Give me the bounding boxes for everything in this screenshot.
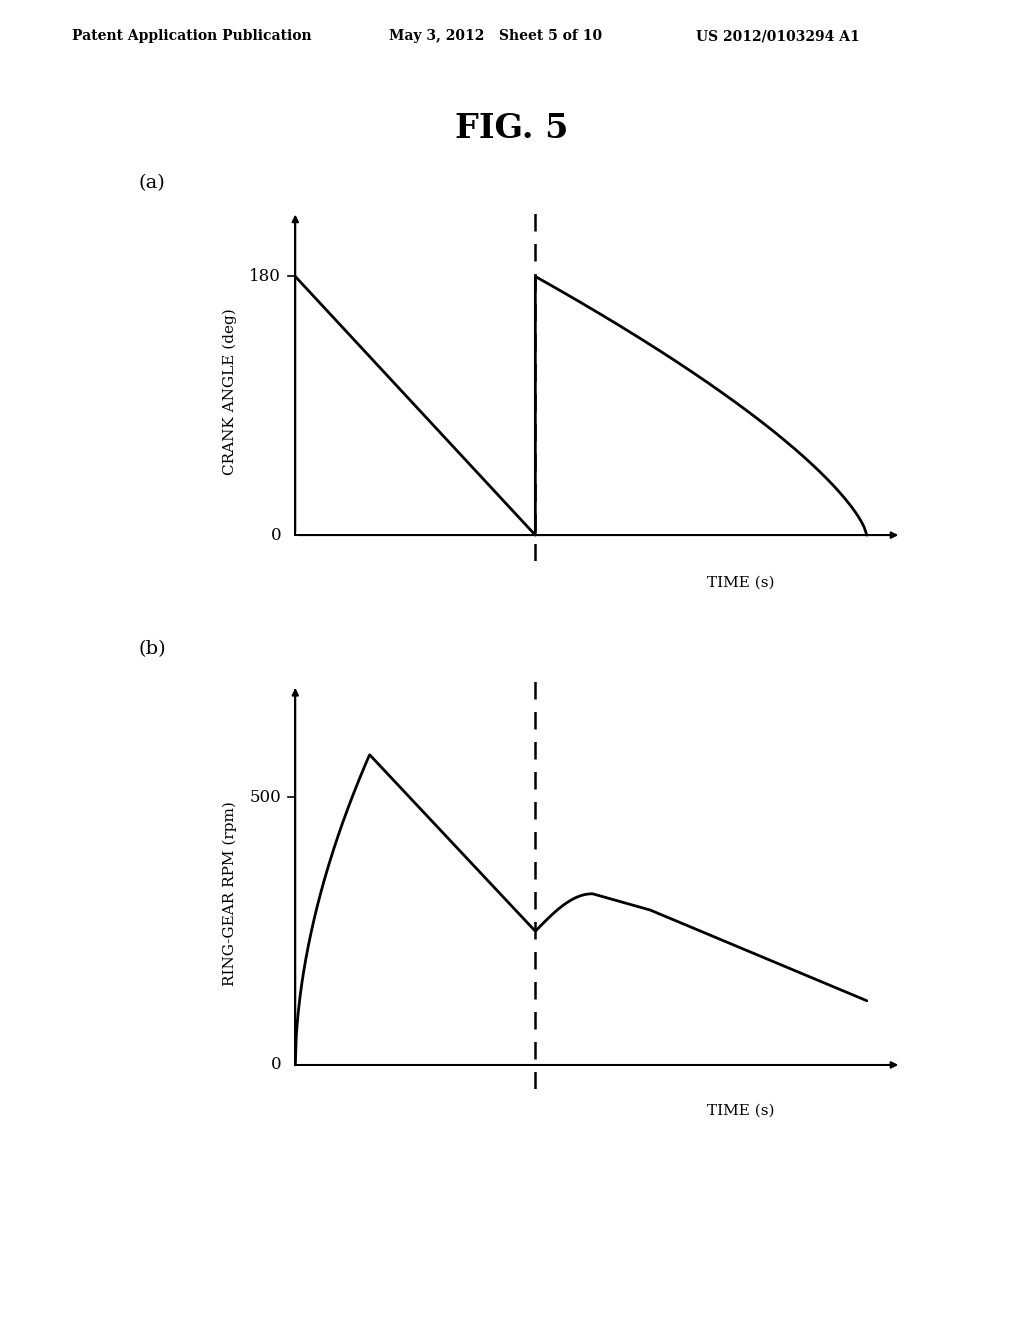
Text: TIME (s): TIME (s): [708, 1104, 775, 1118]
Text: CRANK ANGLE (deg): CRANK ANGLE (deg): [222, 308, 237, 475]
Text: 0: 0: [270, 527, 281, 544]
Text: US 2012/0103294 A1: US 2012/0103294 A1: [696, 29, 860, 44]
Text: 500: 500: [249, 789, 281, 807]
Text: May 3, 2012   Sheet 5 of 10: May 3, 2012 Sheet 5 of 10: [389, 29, 602, 44]
Text: Patent Application Publication: Patent Application Publication: [72, 29, 311, 44]
Text: TIME (s): TIME (s): [708, 576, 775, 589]
Text: (a): (a): [138, 174, 165, 193]
Text: (b): (b): [138, 640, 166, 659]
Text: 180: 180: [249, 268, 281, 285]
Text: FIG. 5: FIG. 5: [456, 112, 568, 145]
Text: RING-GEAR RPM (rpm): RING-GEAR RPM (rpm): [222, 801, 237, 986]
Text: 0: 0: [270, 1056, 281, 1073]
